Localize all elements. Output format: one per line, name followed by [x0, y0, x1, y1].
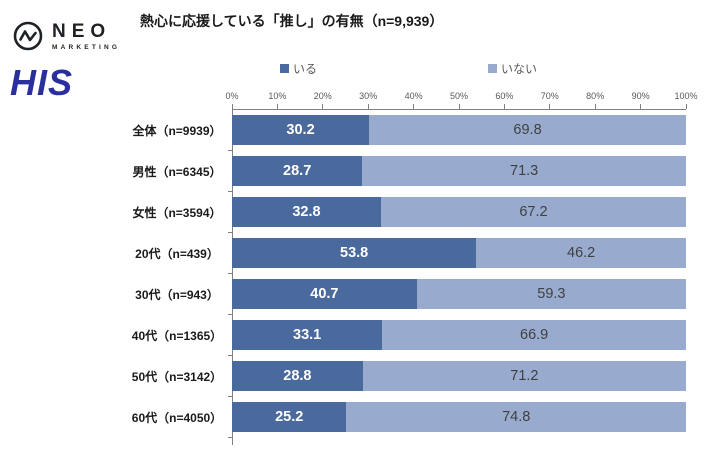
chart-row: 男性（n=6345） 28.7 71.3 — [122, 151, 686, 192]
x-tick-label: 80% — [586, 91, 605, 101]
x-tick-label: 50% — [449, 91, 469, 101]
his-logo: HIS — [10, 62, 74, 103]
chart-row: 60代（n=4050） 25.2 74.8 — [122, 397, 686, 438]
bar-segment-いる: 28.7 — [232, 156, 363, 186]
category-label: 男性（n=6345） — [132, 165, 222, 179]
legend-label-inai: いない — [501, 62, 538, 76]
x-tick-label: 0% — [225, 91, 239, 101]
chart-row: 女性（n=3594） 32.8 67.2 — [122, 192, 686, 233]
bar-segment-いない: 59.3 — [416, 279, 686, 309]
bar-segment-いる: 25.2 — [232, 402, 347, 432]
bar-segment-いる: 53.8 — [232, 238, 477, 268]
x-tick-mark — [640, 104, 642, 109]
legend-item-inai: いない — [488, 60, 537, 77]
bar-track: 28.8 71.2 — [232, 356, 686, 397]
bar-track: 32.8 67.2 — [232, 192, 686, 233]
stacked-bar: 25.2 74.8 — [232, 402, 686, 432]
bar-track: 25.2 74.8 — [232, 397, 686, 438]
category-label: 女性（n=3594） — [132, 206, 222, 220]
x-tick-mark — [322, 104, 324, 109]
chart-row: 40代（n=1365） 33.1 66.9 — [122, 315, 686, 356]
bar-segment-いない: 74.8 — [346, 402, 686, 432]
chart-row: 50代（n=3142） 28.8 71.2 — [122, 356, 686, 397]
neo-logo-text: NEO MARKETING — [52, 22, 120, 51]
neo-marketing-logo: NEO MARKETING — [12, 20, 120, 52]
stacked-bar: 40.7 59.3 — [232, 279, 686, 309]
bar-segment-いる: 28.8 — [232, 361, 363, 391]
x-tick-label: 90% — [631, 91, 650, 101]
bar-segment-いない: 46.2 — [476, 238, 686, 268]
chart-row: 30代（n=943） 40.7 59.3 — [122, 274, 686, 315]
stacked-bar: 32.8 67.2 — [232, 197, 686, 227]
x-tick-mark — [367, 104, 369, 109]
x-tick-label: 20% — [313, 91, 332, 101]
category-label: 50代（n=3142） — [131, 370, 223, 384]
x-tick-label: 60% — [495, 91, 514, 101]
x-tick-label: 100% — [674, 91, 698, 101]
bar-segment-いる: 33.1 — [232, 320, 383, 350]
x-tick-label: 40% — [404, 91, 423, 101]
stacked-bar: 30.2 69.8 — [232, 115, 686, 145]
chart-title: 熱心に応援している「推し」の有無（n=9,939） — [140, 13, 444, 29]
bar-track: 33.1 66.9 — [232, 315, 686, 356]
bar-track: 28.7 71.3 — [232, 151, 686, 192]
x-axis: 0% 10% 20% 30% 40% 50% 60% 70% 80% 90% 100% — [225, 86, 698, 110]
stacked-bar: 33.1 66.9 — [232, 320, 686, 350]
stacked-bar: 53.8 46.2 — [232, 238, 686, 268]
stacked-bar: 28.7 71.3 — [232, 156, 686, 186]
bar-track: 30.2 69.8 — [232, 110, 686, 151]
bar-track: 40.7 59.3 — [232, 274, 686, 315]
chart-row: 全体（n=9939） 30.2 69.8 — [122, 110, 686, 151]
x-tick-mark — [685, 104, 687, 109]
bar-segment-いる: 30.2 — [232, 115, 370, 145]
bar-segment-いる: 40.7 — [232, 279, 417, 309]
x-tick-mark — [503, 104, 505, 109]
chart-rows: 全体（n=9939） 30.2 69.8 男性（n=6345） 28.7 71.3 女性（n… — [122, 110, 686, 438]
bar-segment-いない: 71.2 — [362, 361, 686, 391]
bar-segment-いる: 32.8 — [232, 197, 381, 227]
category-label: 全体（n=9939） — [132, 124, 222, 138]
x-tick-mark — [413, 104, 415, 109]
legend-swatch-inai — [488, 64, 497, 73]
y-axis-line — [232, 110, 233, 445]
category-label: 20代（n=439） — [135, 247, 219, 261]
neo-logo-line2: MARKETING — [52, 43, 121, 51]
x-tick-label: 70% — [540, 91, 559, 101]
bar-segment-いない: 67.2 — [380, 197, 686, 227]
neo-logo-line1: NEO — [52, 20, 112, 42]
bar-track: 53.8 46.2 — [232, 233, 686, 274]
x-tick-mark — [231, 104, 233, 109]
x-tick-mark — [594, 104, 596, 109]
legend-swatch-iru — [280, 64, 289, 73]
x-tick-label: 10% — [268, 91, 287, 101]
pulse-circle-icon — [12, 20, 44, 52]
chart-row: 20代（n=439） 53.8 46.2 — [122, 233, 686, 274]
category-label: 60代（n=4050） — [131, 411, 223, 425]
x-tick-mark — [276, 104, 278, 109]
chart-legend: いる いない — [232, 60, 686, 77]
bar-segment-いない: 66.9 — [382, 320, 686, 350]
bar-segment-いない: 69.8 — [369, 115, 686, 145]
stacked-bar: 28.8 71.2 — [232, 361, 686, 391]
bar-segment-いない: 71.3 — [362, 156, 686, 186]
category-label: 30代（n=943） — [135, 288, 219, 302]
x-tick-mark — [549, 104, 551, 109]
category-label: 40代（n=1365） — [131, 329, 223, 343]
legend-item-iru: いる — [280, 60, 317, 77]
legend-label-iru: いる — [293, 62, 318, 76]
x-tick-mark — [458, 104, 460, 109]
x-tick-label: 30% — [359, 91, 378, 101]
